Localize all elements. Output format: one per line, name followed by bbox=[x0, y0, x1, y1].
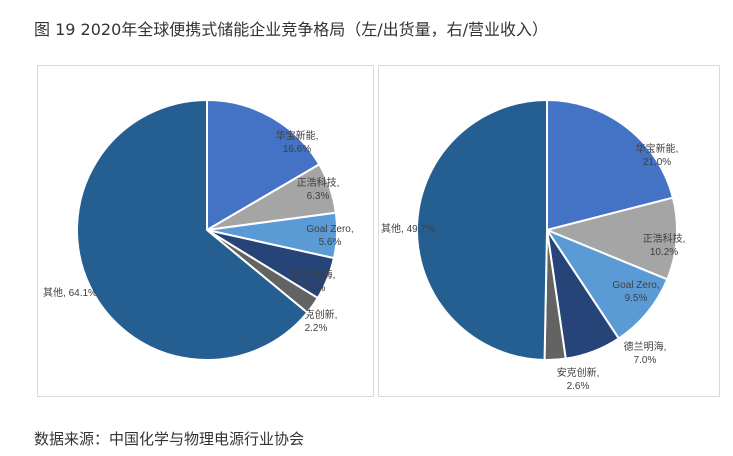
slice-label: 正浩科技, 6.3% bbox=[297, 176, 340, 202]
pie-slice bbox=[76, 98, 309, 361]
pie-slice bbox=[544, 227, 669, 340]
pie-slice bbox=[206, 98, 321, 232]
slice-label: 其他, 64.1% bbox=[43, 286, 97, 299]
slice-label: 华宝新能, 16.6% bbox=[276, 129, 319, 155]
slice-label: 德兰明海, 7.0% bbox=[624, 340, 667, 366]
slice-label: 正浩科技, 10.2% bbox=[643, 232, 686, 258]
pie-slice bbox=[546, 98, 675, 232]
slice-label: 华宝新能, 21.0% bbox=[636, 142, 679, 168]
slice-label: 其他, 49.7% bbox=[381, 222, 435, 235]
slice-label: 德兰明海, 5.3% bbox=[293, 268, 336, 294]
slice-label: 安克创新, 2.6% bbox=[557, 366, 600, 392]
pie-slice bbox=[416, 98, 548, 361]
source-note: 数据来源：中国化学与物理电源行业协会 bbox=[34, 430, 305, 448]
slice-label: Goal Zero, 9.5% bbox=[612, 280, 659, 304]
figure-title: 图 19 2020年全球便携式储能企业竞争格局（左/出货量，右/营业收入） bbox=[34, 20, 549, 39]
slice-label: Goal Zero, 5.6% bbox=[306, 224, 353, 248]
pie-slice bbox=[543, 196, 678, 281]
